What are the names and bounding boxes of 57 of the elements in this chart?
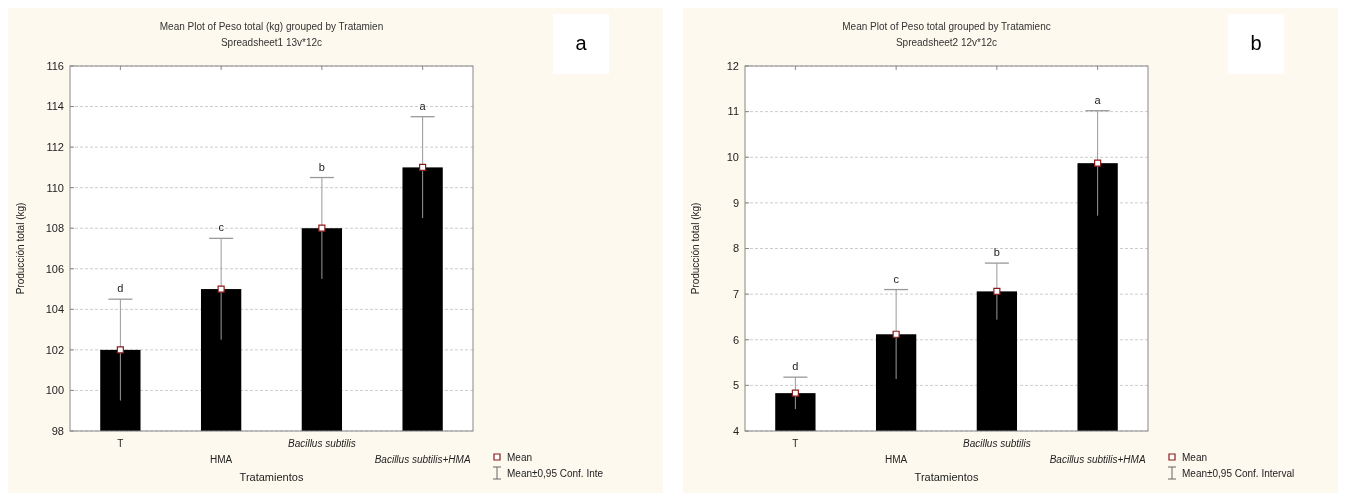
y-tick-label: 6: [732, 333, 739, 346]
y-tick-label: 11: [727, 105, 739, 118]
x-tick-label: T: [117, 438, 124, 449]
x-tick-label: HMA: [885, 454, 908, 465]
x-tick-label: Bacillus subtilis: [287, 438, 356, 449]
y-tick-label: 100: [45, 384, 64, 397]
x-axis-title: Tratamientos: [239, 471, 304, 483]
annotation: c: [893, 272, 900, 285]
annotation: a: [1094, 93, 1102, 106]
point: [217, 285, 225, 293]
text: a: [575, 32, 588, 54]
y-tick-label: 102: [45, 343, 64, 356]
text: Mean±0,95 Conf. Interval: [1182, 467, 1295, 479]
x-tick-label: Bacillus subtilis+HMA: [1049, 454, 1146, 465]
chart-title: Mean Plot of Peso total (kg) grouped by Tratamien: [159, 21, 384, 32]
x-tick-label: HMA: [210, 454, 233, 465]
y-axis-title: Producción total (kg): [15, 202, 26, 295]
y-tick-label: 116: [46, 59, 64, 72]
chart-subtitle: Spreadsheet2 12v*12c: [895, 37, 998, 48]
y-tick-label: 98: [51, 424, 64, 437]
point: [791, 389, 799, 397]
y-tick-label: 8: [732, 242, 739, 255]
y-tick-label: 104: [45, 303, 64, 316]
y-tick-label: 10: [726, 151, 739, 164]
y-tick-label: 12: [726, 59, 739, 72]
annotation: b: [318, 160, 325, 173]
y-tick-label: 112: [46, 140, 64, 153]
y-tick-label: 7: [732, 287, 739, 300]
x-axis-title: Tratamientos: [914, 471, 979, 483]
point: [993, 287, 1001, 295]
annotation: c: [218, 221, 225, 234]
y-tick-label: 114: [46, 100, 64, 113]
point: [1094, 159, 1102, 167]
y-tick-label: 5: [732, 379, 739, 392]
point: [318, 224, 326, 232]
y-tick-label: 110: [46, 181, 64, 194]
point: [116, 346, 124, 354]
x-tick-label: Bacillus subtilis: [962, 438, 1031, 449]
annotation: b: [993, 246, 1000, 259]
y-tick-label: 106: [45, 262, 64, 275]
chart-title: Mean Plot of Peso total grouped by Tratamienc: [842, 21, 1051, 32]
y-axis-title: Producción total (kg): [690, 202, 701, 295]
text: Mean±0,95 Conf. Inte: [507, 467, 604, 479]
point: [892, 330, 900, 338]
y-tick-label: 4: [732, 424, 739, 437]
y-tick-label: 108: [45, 222, 64, 235]
x-tick-label: T: [792, 438, 799, 449]
annotation: d: [117, 282, 124, 295]
point: [419, 163, 427, 171]
text: b: [1250, 32, 1262, 54]
y-tick-label: 9: [732, 196, 739, 209]
x-tick-label: Bacillus subtilis+HMA: [374, 454, 471, 465]
legend-label: Mean: [507, 451, 533, 463]
legend-label: Mean: [1182, 451, 1208, 463]
annotation: d: [792, 360, 799, 373]
chart-subtitle: Spreadsheet1 13v*12c: [220, 37, 323, 48]
annotation: a: [419, 99, 427, 112]
